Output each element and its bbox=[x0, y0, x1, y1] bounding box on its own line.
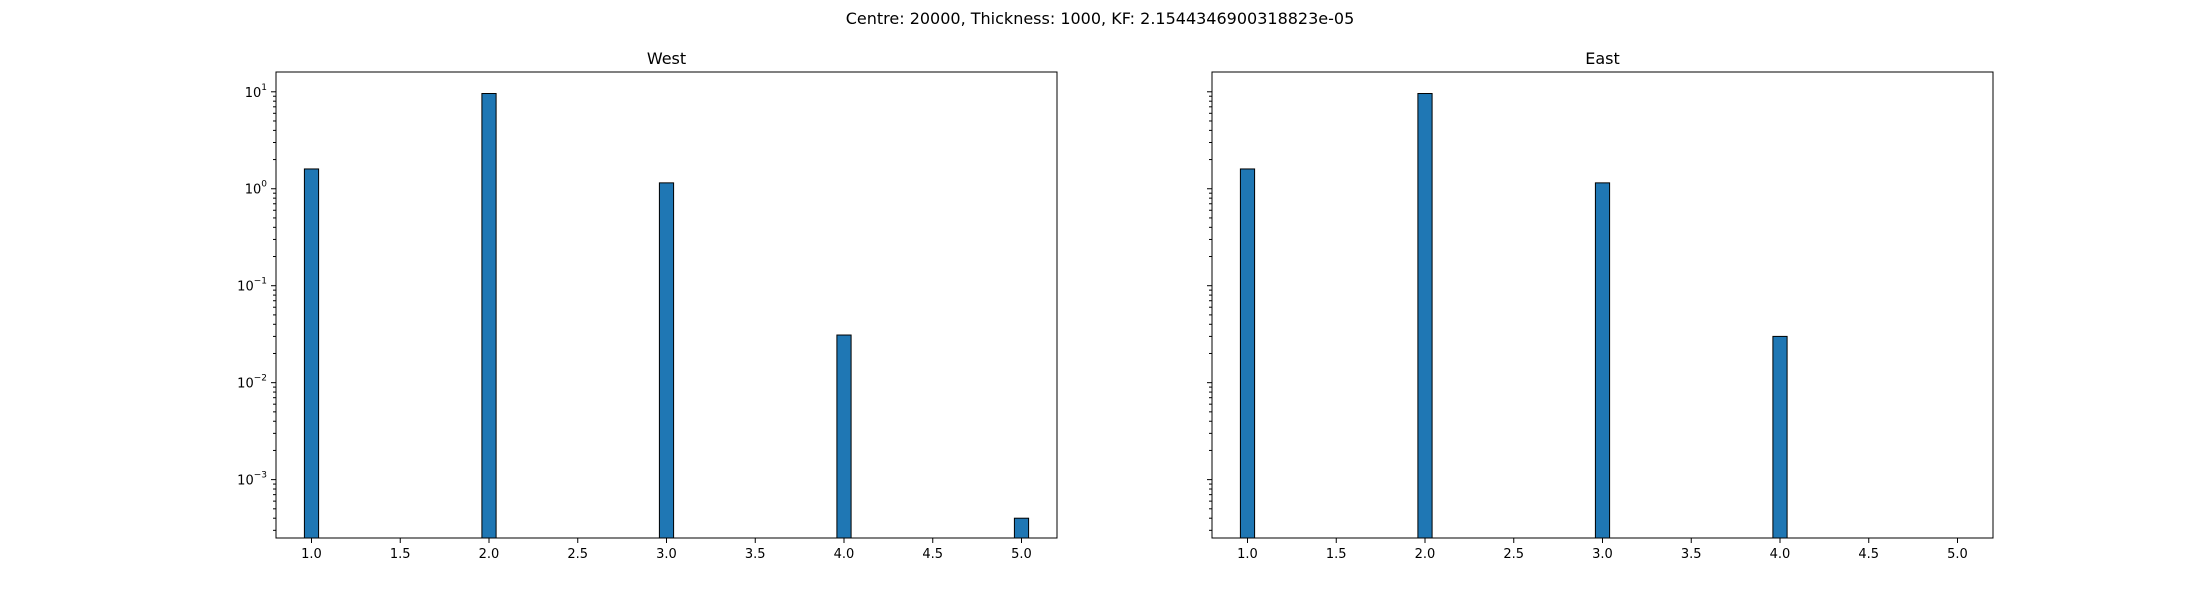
x-tick-label: 2.5 bbox=[567, 547, 588, 562]
x-tick-label: 5.0 bbox=[1011, 547, 1032, 562]
histogram-bar bbox=[1417, 93, 1433, 539]
x-tick-label: 1.0 bbox=[301, 547, 322, 562]
panel-west: West 1.0 1.5 2.0 2.5 3.0 3.5 4.0 4.5 5.0 101 100 10−… bbox=[237, 49, 1058, 562]
panel-title: East bbox=[1585, 49, 1620, 68]
histogram-bar bbox=[481, 93, 497, 539]
y-tick-label: 100 bbox=[245, 180, 268, 198]
x-tick-label: 1.5 bbox=[390, 547, 411, 562]
x-tick-label: 1.0 bbox=[1237, 547, 1258, 562]
y-tick-label: 101 bbox=[245, 83, 267, 101]
x-tick-label: 4.0 bbox=[1770, 547, 1791, 562]
histogram-bar bbox=[1594, 182, 1611, 539]
panel-title: West bbox=[647, 49, 686, 68]
x-tick-label: 3.5 bbox=[745, 547, 766, 562]
x-tick-label: 4.5 bbox=[1858, 547, 1879, 562]
x-tick-label: 3.5 bbox=[1681, 547, 1702, 562]
x-tick-label: 2.0 bbox=[1415, 547, 1436, 562]
x-tick-label: 4.5 bbox=[922, 547, 943, 562]
panel-east: East 1.0 1.5 2.0 2.5 3.0 3.5 4.0 4.5 5.0 bbox=[1207, 49, 1994, 562]
y-tick-label: 10−2 bbox=[237, 374, 267, 392]
histogram-bar bbox=[1772, 335, 1788, 539]
x-tick-label: 1.5 bbox=[1326, 547, 1347, 562]
x-tick-label: 5.0 bbox=[1947, 547, 1968, 562]
y-tick-label: 10−3 bbox=[237, 471, 267, 489]
histogram-bar bbox=[658, 182, 675, 539]
histogram-bar bbox=[1239, 168, 1256, 539]
histogram-bar bbox=[1013, 517, 1030, 539]
x-tick-label: 4.0 bbox=[834, 547, 855, 562]
histogram-bar bbox=[836, 334, 852, 539]
x-tick-label: 2.5 bbox=[1503, 547, 1524, 562]
y-tick-label: 10−1 bbox=[237, 277, 267, 295]
x-tick-label: 3.0 bbox=[1592, 547, 1613, 562]
x-tick-label: 2.0 bbox=[479, 547, 500, 562]
figure-suptitle: Centre: 20000, Thickness: 1000, KF: 2.15… bbox=[846, 9, 1355, 28]
histogram-bar bbox=[303, 168, 320, 539]
x-tick-label: 3.0 bbox=[656, 547, 677, 562]
